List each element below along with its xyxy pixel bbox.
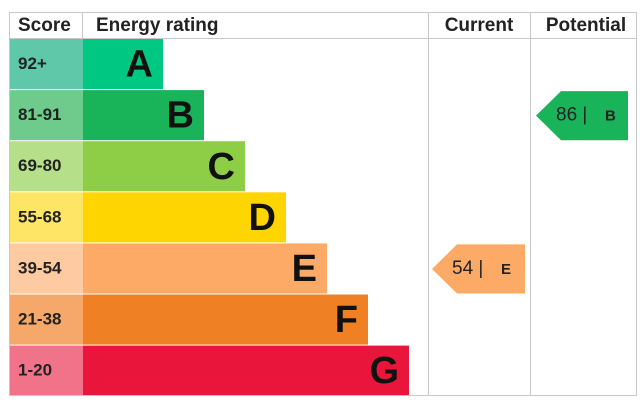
score-label: 92+ bbox=[18, 54, 47, 73]
header-current: Current bbox=[445, 15, 514, 36]
score-label: 21-38 bbox=[18, 310, 61, 329]
score-label: 81-91 bbox=[18, 105, 61, 124]
score-label: 69-80 bbox=[18, 156, 61, 175]
current-rating: E bbox=[501, 261, 511, 278]
rating-letter: E bbox=[292, 248, 317, 290]
rating-bar bbox=[83, 345, 409, 396]
rating-bar bbox=[83, 243, 327, 294]
score-cell bbox=[10, 345, 83, 396]
score-cell bbox=[10, 243, 83, 294]
potential-rating: B bbox=[605, 108, 616, 125]
rating-letter: B bbox=[167, 95, 194, 137]
score-cell bbox=[10, 90, 83, 141]
header-potential: Potential bbox=[546, 15, 626, 36]
rating-bar bbox=[83, 39, 163, 90]
rating-letter: F bbox=[335, 299, 358, 341]
potential-value: 86 | bbox=[556, 105, 587, 126]
rating-letter: A bbox=[126, 44, 153, 86]
header-score: Score bbox=[18, 15, 71, 36]
score-cell bbox=[10, 192, 83, 243]
rating-bar bbox=[83, 192, 286, 243]
score-label: 1-20 bbox=[18, 361, 52, 380]
table-frame bbox=[9, 12, 637, 396]
rating-letter: G bbox=[369, 350, 399, 392]
score-cell bbox=[10, 141, 83, 192]
rating-bar bbox=[83, 90, 204, 141]
potential-arrow bbox=[536, 91, 628, 141]
current-value: 54 | bbox=[452, 258, 483, 279]
table-border bbox=[9, 12, 637, 396]
score-cell bbox=[10, 294, 83, 345]
rating-letter: D bbox=[249, 197, 276, 239]
header-rating: Energy rating bbox=[96, 15, 218, 36]
score-cell bbox=[10, 39, 83, 90]
rating-bar bbox=[83, 294, 368, 345]
rating-bar bbox=[83, 141, 245, 192]
score-label: 55-68 bbox=[18, 207, 61, 226]
current-arrow bbox=[432, 244, 525, 294]
rating-letter: C bbox=[208, 146, 235, 188]
score-label: 39-54 bbox=[18, 258, 62, 277]
